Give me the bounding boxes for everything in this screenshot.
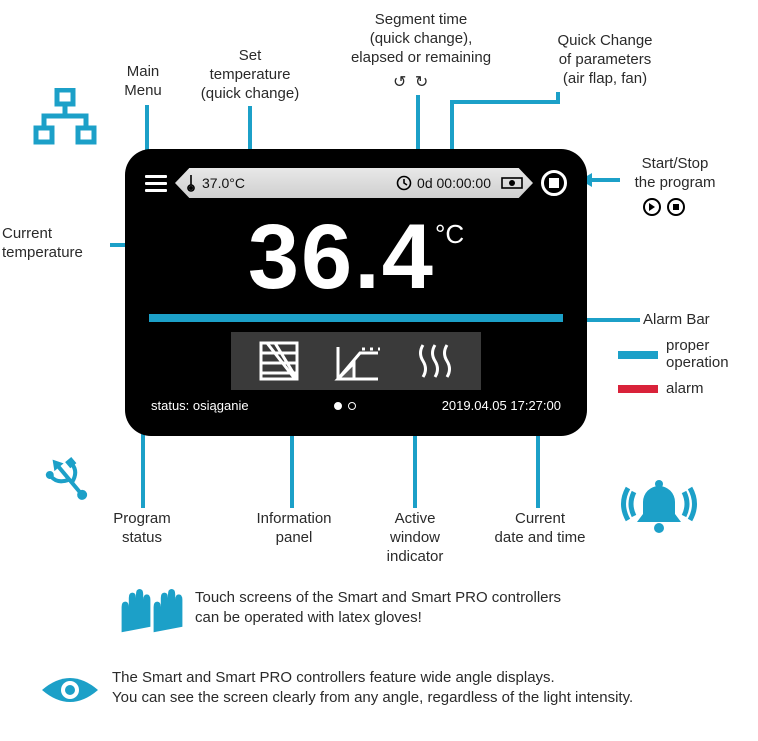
- callout-program-status: Programstatus: [97, 510, 187, 548]
- start-stop-button[interactable]: [541, 170, 567, 196]
- callout-start-stop: Start/Stopthe program: [620, 155, 730, 193]
- page-dot-1: [334, 402, 342, 410]
- play-icon: [643, 198, 661, 216]
- stop-icon: [667, 198, 685, 216]
- note-eye: The Smart and Smart PRO controllers feat…: [112, 668, 722, 709]
- usb-icon: [40, 450, 96, 511]
- arrow: [556, 92, 560, 104]
- eye-icon: [40, 670, 100, 715]
- page-dot-2: [348, 402, 356, 410]
- set-temp-value: 37.0°C: [202, 175, 245, 191]
- current-temperature-value: 36.4: [248, 205, 435, 310]
- legend-proper: properoperation: [618, 338, 729, 371]
- callout-info-panel: Informationpanel: [239, 510, 349, 548]
- program-status-text: status: osiąganie: [151, 398, 249, 413]
- quick-change-button[interactable]: [501, 175, 523, 191]
- active-window-indicator[interactable]: [334, 402, 356, 410]
- callout-current-temp: Currenttemperature: [2, 225, 112, 263]
- datetime-text: 2019.04.05 17:27:00: [442, 398, 561, 413]
- callout-segment-time: Segment time(quick change),elapsed or re…: [336, 11, 506, 67]
- quick-change-icon: [501, 175, 523, 191]
- panel-icon-1: [257, 339, 301, 383]
- bell-icon: [620, 470, 698, 553]
- current-temperature-display: 36.4°C: [145, 205, 567, 310]
- callout-quick-change: Quick Changeof parameters(air flap, fan): [540, 32, 670, 88]
- alarm-bar: [149, 314, 563, 322]
- segment-time-readout[interactable]: 0d 00:00:00: [396, 175, 491, 191]
- main-menu-button[interactable]: [145, 175, 167, 192]
- gloves-icon: [115, 580, 183, 645]
- device-topbar: 37.0°C 0d 00:00:00: [145, 167, 567, 199]
- device-bottom-row: status: osiąganie 2019.04.05 17:27:00: [145, 398, 567, 413]
- information-panel[interactable]: [231, 332, 481, 390]
- legend-proper-bar: [618, 351, 658, 359]
- arrow: [585, 318, 640, 322]
- set-temp-readout[interactable]: 37.0°C: [185, 174, 245, 192]
- panel-icon-3: [415, 339, 455, 383]
- callout-main-menu: MainMenu: [113, 63, 173, 101]
- note-gloves: Touch screens of the Smart and Smart PRO…: [195, 588, 625, 629]
- current-temperature-unit: °C: [435, 219, 464, 249]
- panel-icon-2: [334, 339, 382, 383]
- segment-time-value: 0d 00:00:00: [417, 175, 491, 191]
- network-icon: [30, 88, 100, 153]
- legend-proper-label: properoperation: [666, 338, 729, 371]
- status-pill: 37.0°C 0d 00:00:00: [175, 168, 533, 198]
- thermometer-icon: [185, 174, 197, 192]
- legend-alarm-label: alarm: [666, 380, 704, 397]
- clock-icon: [396, 175, 412, 191]
- callout-date-time: Currentdate and time: [480, 510, 600, 548]
- play-stop-legend: [643, 198, 685, 216]
- arrow: [450, 100, 560, 104]
- callout-active-window: Activewindowindicator: [370, 510, 460, 566]
- device-screen: 37.0°C 0d 00:00:00 36.4°C: [125, 149, 587, 436]
- legend-alarm: alarm: [618, 380, 704, 397]
- reload-icons: ↺ ↻: [393, 72, 430, 92]
- callout-alarm-bar: Alarm Bar: [643, 311, 743, 330]
- arrow: [590, 178, 620, 182]
- callout-set-temperature: Settemperature(quick change): [195, 47, 305, 103]
- legend-alarm-bar: [618, 385, 658, 393]
